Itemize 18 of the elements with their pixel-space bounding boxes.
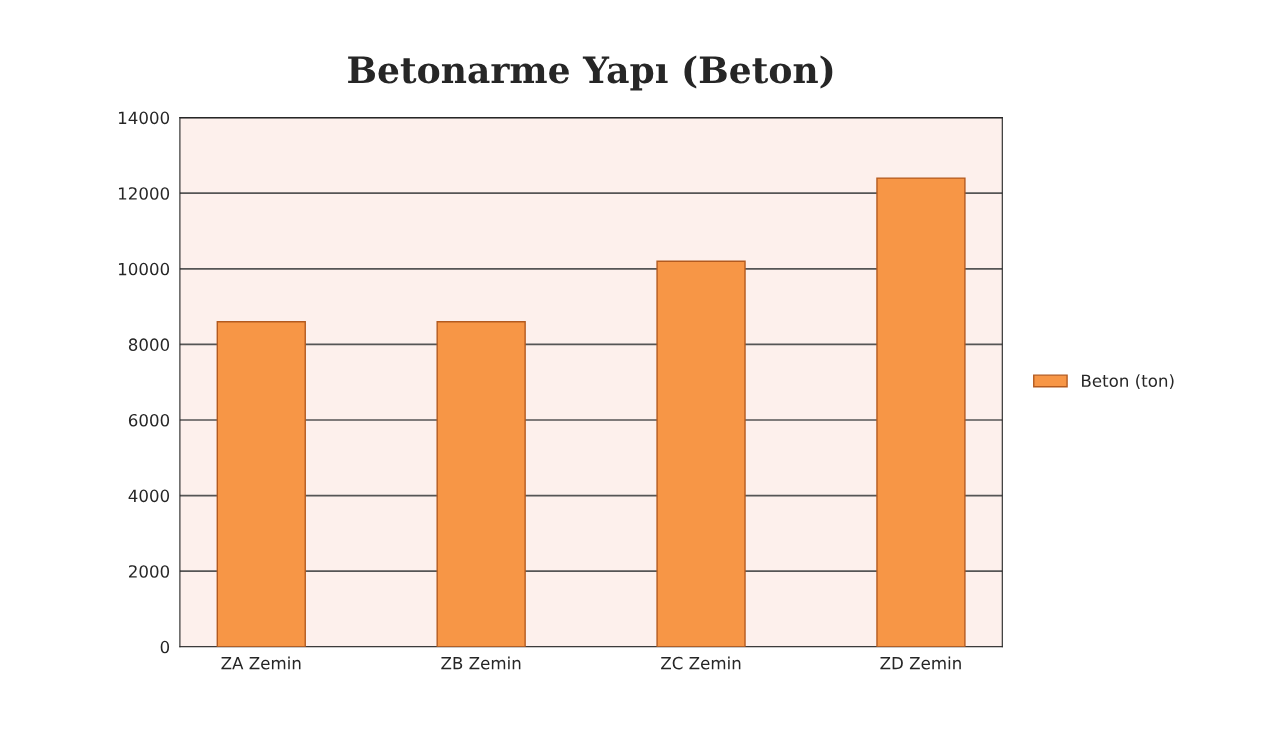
y-tick-label: 10000	[118, 262, 170, 276]
y-tick-label: 14000	[118, 111, 170, 125]
bar	[876, 177, 966, 647]
y-tick-label: 4000	[128, 489, 170, 503]
x-tick-label: ZD Zemin	[880, 656, 961, 670]
y-tick-label: 0	[160, 640, 170, 654]
bar	[436, 321, 526, 647]
y-tick-label: 6000	[128, 413, 170, 427]
x-tick-label: ZB Zemin	[441, 656, 521, 670]
y-tick-label: 12000	[118, 187, 170, 200]
x-tick-label: ZA Zemin	[221, 656, 301, 670]
chart-title: Betonarme Yapı (Beton)	[348, 55, 833, 91]
y-tick-label: 8000	[128, 338, 170, 351]
bar	[656, 260, 746, 647]
bar	[216, 321, 306, 647]
y-tick-label: 2000	[128, 565, 170, 578]
x-tick-label: ZC Zemin	[661, 656, 741, 670]
legend-label: Beton (ton)	[1082, 374, 1174, 389]
